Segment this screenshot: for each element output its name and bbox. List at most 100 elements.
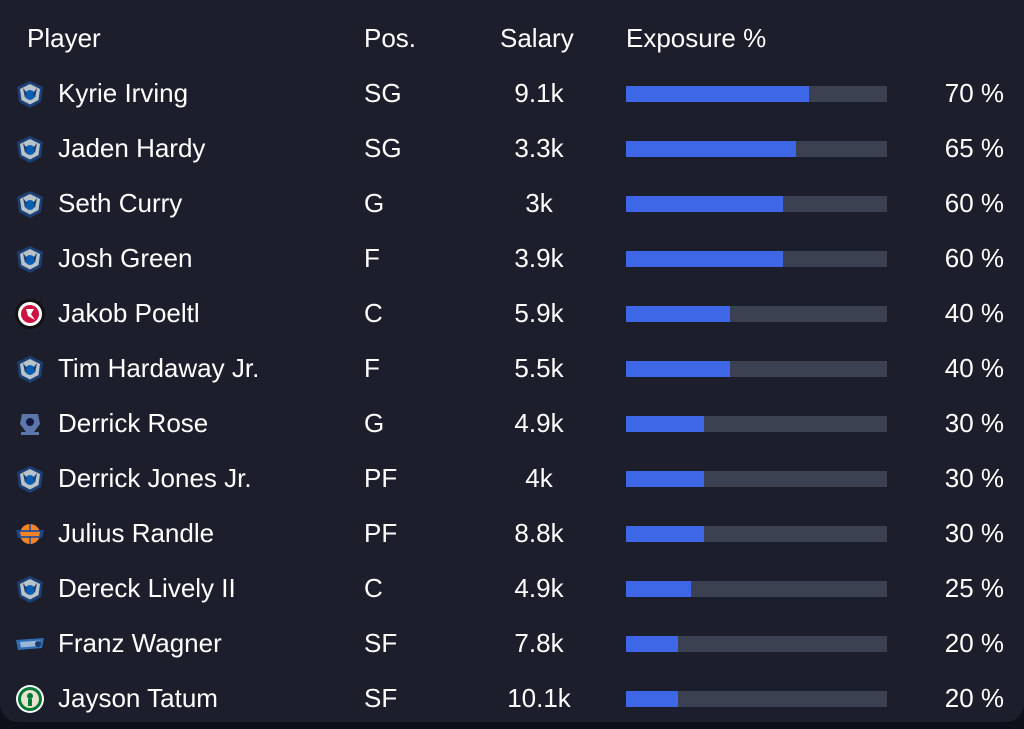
player-salary: 4k <box>525 463 553 493</box>
exposure-percent: 60 % <box>944 243 1004 273</box>
player-position: G <box>364 408 385 438</box>
table-row-10[interactable]: Dereck Lively II C 4.9k 25 % <box>0 561 1024 616</box>
player-salary: 4.9k <box>514 573 564 603</box>
player-position: SF <box>364 628 398 658</box>
player-position: C <box>364 573 383 603</box>
table-row-9[interactable]: Julius Randle PF 8.8k 30 % <box>0 506 1024 561</box>
player-salary: 4.9k <box>514 408 564 438</box>
player-salary: 3k <box>525 188 553 218</box>
exposure-percent: 20 % <box>944 628 1004 658</box>
player-salary: 5.9k <box>514 298 564 328</box>
exposure-bar-fill <box>626 526 705 542</box>
exposure-percent: 60 % <box>944 188 1004 218</box>
table-row-11[interactable]: Franz Wagner SF 7.8k 20 % <box>0 616 1024 671</box>
exposure-bar-fill <box>626 251 783 267</box>
player-name: Kyrie Irving <box>58 78 189 108</box>
grizzlies-logo-icon <box>14 408 46 440</box>
table-body: Kyrie Irving SG 9.1k 70 % Jaden Hardy SG… <box>0 66 1024 722</box>
player-position: PF <box>364 518 398 548</box>
exposure-bar-fill <box>626 691 679 707</box>
player-salary: 5.5k <box>514 353 564 383</box>
mavericks-logo-icon <box>14 133 46 165</box>
player-name: Jaden Hardy <box>58 133 206 163</box>
exposure-bar <box>626 416 887 432</box>
exposure-bar <box>626 251 887 267</box>
header-pos[interactable]: Pos. <box>364 23 417 53</box>
exposure-percent: 65 % <box>944 133 1004 163</box>
exposure-bar-fill <box>626 361 731 377</box>
exposure-bar <box>626 141 887 157</box>
player-name: Seth Curry <box>58 188 183 218</box>
player-salary: 3.3k <box>514 133 564 163</box>
celtics-logo-icon <box>14 683 46 715</box>
player-position: F <box>364 353 380 383</box>
player-name: Dereck Lively II <box>58 573 236 603</box>
table-row-5[interactable]: Jakob Poeltl C 5.9k 40 % <box>0 286 1024 341</box>
player-name: Derrick Rose <box>58 408 209 438</box>
table-row-12[interactable]: Jayson Tatum SF 10.1k 20 % <box>0 671 1024 722</box>
player-name: Derrick Jones Jr. <box>58 463 252 493</box>
magic-logo-icon <box>14 628 46 660</box>
player-salary: 10.1k <box>507 683 571 713</box>
header-exposure[interactable]: Exposure % <box>626 23 767 53</box>
header-salary[interactable]: Salary <box>500 23 574 53</box>
table-row-7[interactable]: Derrick Rose G 4.9k 30 % <box>0 396 1024 451</box>
table-row-1[interactable]: Kyrie Irving SG 9.1k 70 % <box>0 66 1024 121</box>
exposure-bar <box>626 86 887 102</box>
exposure-percent: 40 % <box>944 298 1004 328</box>
mavericks-logo-icon <box>14 573 46 605</box>
exposure-percent: 70 % <box>944 78 1004 108</box>
table-row-6[interactable]: Tim Hardaway Jr. F 5.5k 40 % <box>0 341 1024 396</box>
exposure-percent: 30 % <box>944 408 1004 438</box>
table-row-3[interactable]: Seth Curry G 3k 60 % <box>0 176 1024 231</box>
exposure-percent: 40 % <box>944 353 1004 383</box>
table-row-2[interactable]: Jaden Hardy SG 3.3k 65 % <box>0 121 1024 176</box>
raptors-logo-icon <box>14 298 46 330</box>
exposure-bar-fill <box>626 471 705 487</box>
exposure-bar-fill <box>626 636 679 652</box>
exposure-bar <box>626 526 887 542</box>
player-salary: 3.9k <box>514 243 564 273</box>
table-row-4[interactable]: Josh Green F 3.9k 60 % <box>0 231 1024 286</box>
exposure-bar <box>626 471 887 487</box>
exposure-bar <box>626 306 887 322</box>
exposure-bar <box>626 636 887 652</box>
player-position: G <box>364 188 385 218</box>
mavericks-logo-icon <box>14 243 46 275</box>
player-name: Tim Hardaway Jr. <box>58 353 260 383</box>
exposure-bar-fill <box>626 196 783 212</box>
knicks-logo-icon <box>14 518 46 550</box>
player-position: PF <box>364 463 398 493</box>
table-row-8[interactable]: Derrick Jones Jr. PF 4k 30 % <box>0 451 1024 506</box>
mavericks-logo-icon <box>14 188 46 220</box>
mavericks-logo-icon <box>14 78 46 110</box>
exposure-percent: 30 % <box>944 463 1004 493</box>
exposure-bar <box>626 361 887 377</box>
player-position: SG <box>364 78 402 108</box>
exposure-bar-fill <box>626 86 809 102</box>
exposure-percent: 20 % <box>944 683 1004 713</box>
player-position: SG <box>364 133 402 163</box>
player-name: Franz Wagner <box>58 628 222 658</box>
player-salary: 9.1k <box>514 78 564 108</box>
header-player[interactable]: Player <box>27 23 101 53</box>
player-name: Josh Green <box>58 243 193 273</box>
exposure-bar-fill <box>626 306 731 322</box>
exposure-bar <box>626 196 887 212</box>
player-position: F <box>364 243 380 273</box>
exposure-percent: 25 % <box>944 573 1004 603</box>
player-salary: 7.8k <box>514 628 564 658</box>
mavericks-logo-icon <box>14 463 46 495</box>
exposure-bar <box>626 581 887 597</box>
player-name: Julius Randle <box>58 518 215 548</box>
player-position: SF <box>364 683 398 713</box>
exposure-bar <box>626 691 887 707</box>
player-salary: 8.8k <box>514 518 564 548</box>
player-name: Jayson Tatum <box>58 683 218 713</box>
exposure-percent: 30 % <box>944 518 1004 548</box>
player-position: C <box>364 298 383 328</box>
player-name: Jakob Poeltl <box>58 298 200 328</box>
table-header: Player Pos. Salary Exposure % <box>0 0 1024 66</box>
exposure-bar-fill <box>626 416 705 432</box>
exposure-bar-fill <box>626 581 692 597</box>
